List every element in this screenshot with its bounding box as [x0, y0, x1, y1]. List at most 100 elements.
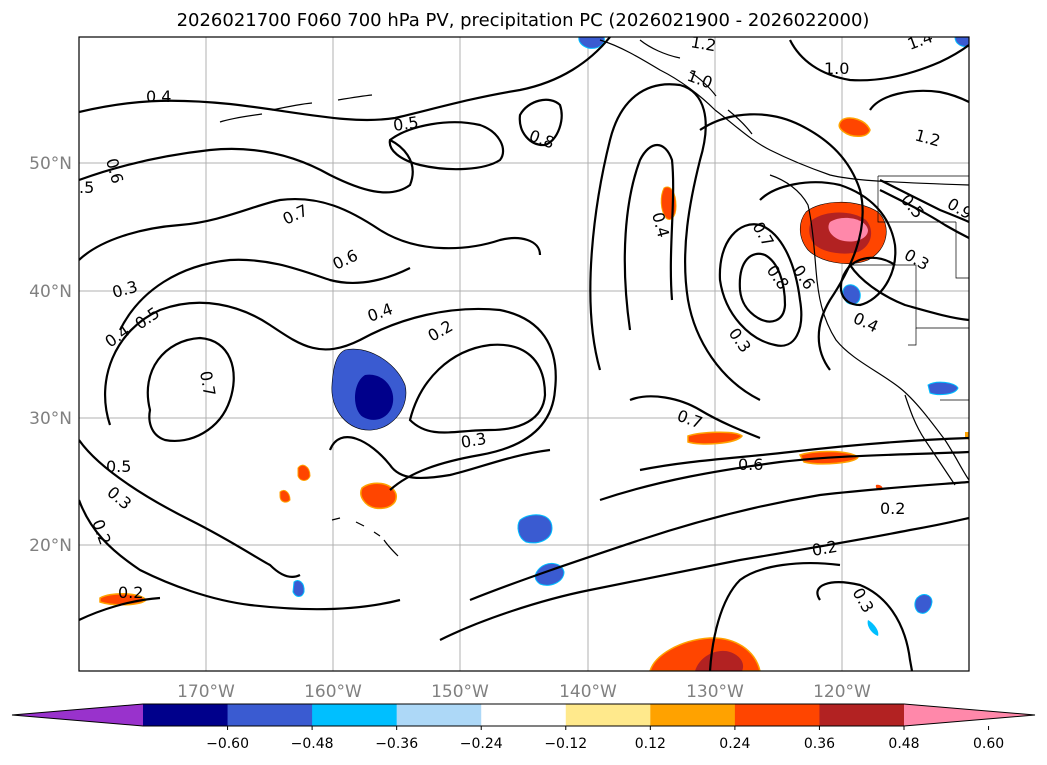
map-panel: 1.2 1.4 1.0 1.0 1.2 0.4 0.5 0.8 0.6 .5 0… — [78, 36, 970, 672]
contour-label: 0.5 — [106, 457, 131, 476]
colorbar-tick-label: −0.60 — [206, 736, 249, 752]
colorbar-extend-high — [904, 704, 1035, 726]
border-line — [908, 328, 917, 346]
gridlines — [79, 37, 969, 671]
lon-label-130w: 130°W — [686, 682, 744, 702]
pv-contour — [79, 198, 542, 261]
precip-blob-positive — [838, 117, 871, 137]
colorbar-tick-label: 0.48 — [888, 736, 919, 752]
precip-blob-negative — [867, 620, 879, 636]
pv-contour — [718, 223, 803, 347]
border-line — [955, 222, 969, 279]
contour-label: 0.2 — [118, 583, 143, 602]
colorbar-tick-label: −0.36 — [375, 736, 418, 752]
coastline-hawaii — [331, 517, 399, 557]
colorbar-segment — [481, 704, 567, 726]
pv-contour — [629, 395, 761, 440]
contour-label: 0.6 — [738, 455, 763, 474]
pv-contour — [738, 252, 787, 323]
pv-contour — [639, 436, 969, 472]
precip-blob-positive — [360, 482, 397, 510]
colorbar-tick-label: 0.60 — [973, 736, 1004, 752]
colorbar-segment — [312, 704, 398, 726]
colorbar-segment — [734, 704, 820, 726]
contour-label: 0.2 — [810, 537, 838, 560]
precip-blob-negative — [914, 594, 933, 614]
pv-contour — [869, 89, 969, 111]
pv-contour — [79, 596, 161, 621]
colorbar-tick-label: −0.24 — [460, 736, 503, 752]
figure-title: 2026021700 F060 700 hPa PV, precipitatio… — [177, 10, 870, 31]
precip-blob-negative — [292, 579, 305, 597]
contour-label: .5 — [79, 178, 94, 197]
map-frame — [78, 36, 970, 672]
contour-label: 0.7 — [196, 369, 219, 397]
colorbar-ticks: −0.60 −0.48 −0.36 −0.24 −0.12 0.12 0.24 0.36 0.4… — [206, 726, 1004, 752]
pv-contour — [789, 39, 969, 82]
lon-label-160w: 160°W — [304, 682, 362, 702]
precip-blob-negative — [954, 37, 969, 47]
colorbar-extend-low — [12, 704, 143, 726]
colorbar-segment — [227, 704, 313, 726]
colorbar-tick-label: −0.48 — [291, 736, 334, 752]
pv-contour — [79, 139, 414, 194]
colorbar-segment — [396, 704, 482, 726]
precip-blob-positive — [687, 431, 744, 445]
lon-label-170w: 170°W — [177, 682, 235, 702]
pv-contour — [879, 189, 969, 239]
colorbar-segment — [565, 704, 651, 726]
colorbar: −0.60 −0.48 −0.36 −0.24 −0.12 0.12 0.24 0.36 0.4… — [11, 703, 1036, 752]
contour-label: 1.0 — [824, 59, 849, 78]
colorbar-segment — [143, 704, 229, 726]
border-line — [877, 176, 956, 223]
longitude-labels: 170°W 160°W 150°W 140°W 130°W 120°W — [177, 682, 871, 702]
precipitation-areas — [99, 37, 969, 671]
precip-blob-positive — [297, 464, 311, 481]
lat-label-50n: 50°N — [29, 154, 72, 174]
pv-contour — [816, 581, 914, 671]
colorbar-tick-label: 0.24 — [719, 736, 750, 752]
pv-contour — [328, 436, 551, 480]
coastline-alaska-bc — [599, 39, 969, 186]
pv-contour — [849, 264, 969, 322]
precip-blob-positive — [828, 217, 868, 242]
colorbar-segment — [650, 704, 736, 726]
border-line — [850, 264, 969, 329]
political-borders — [850, 175, 969, 401]
pv-contour — [518, 98, 563, 147]
contour-label: 0.2 — [880, 499, 905, 518]
pv-contour — [879, 179, 969, 223]
colorbar-outline — [11, 703, 1036, 727]
pv-contour — [759, 181, 897, 307]
pv-contour — [699, 113, 864, 371]
pv-contour — [79, 499, 401, 611]
colorbar-segments — [11, 703, 1036, 727]
pv-contour — [708, 562, 841, 671]
pv-contour — [388, 121, 505, 171]
lat-label-40n: 40°N — [29, 282, 72, 302]
colorbar-tick-label: −0.12 — [544, 736, 587, 752]
lon-label-140w: 140°W — [559, 682, 617, 702]
pv-contour — [439, 516, 969, 641]
pv-contour — [623, 143, 675, 331]
precip-blob-positive — [279, 489, 291, 503]
contour-label: 0.4 — [146, 87, 171, 106]
lon-label-120w: 120°W — [813, 682, 871, 702]
pv-contour — [146, 336, 235, 443]
pv-contour — [589, 83, 761, 401]
lat-label-20n: 20°N — [29, 536, 72, 556]
pv-contour — [469, 480, 969, 602]
lon-label-150w: 150°W — [431, 682, 489, 702]
precip-blob-negative — [927, 381, 959, 396]
pv-contours — [79, 37, 969, 671]
colorbar-tick-label: 0.36 — [804, 736, 835, 752]
colorbar-tick-label: 0.12 — [635, 736, 666, 752]
precip-blob-negative — [517, 514, 553, 544]
coastline-islands — [639, 39, 753, 135]
precip-blob-positive — [695, 650, 744, 671]
lat-label-30n: 30°N — [29, 409, 72, 429]
contour-label: 0.3 — [459, 429, 487, 452]
pv-contour — [599, 450, 969, 502]
pv-contour — [79, 439, 301, 579]
